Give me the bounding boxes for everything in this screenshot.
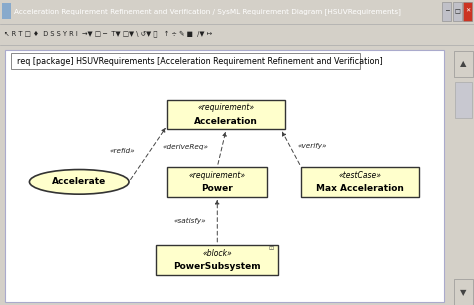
Text: «requirement»: «requirement»: [189, 171, 246, 180]
Bar: [167, 99, 285, 129]
Text: ✕: ✕: [465, 9, 470, 14]
Text: Accelerate: Accelerate: [52, 177, 106, 186]
Text: PowerSubsystem: PowerSubsystem: [173, 262, 261, 271]
Text: Acceleration Requirement Refinement and Verification / SysML Requirement Diagram: Acceleration Requirement Refinement and …: [14, 8, 401, 15]
Bar: [455, 82, 472, 118]
Text: Max Acceleration: Max Acceleration: [316, 184, 404, 193]
Text: ⊡: ⊡: [269, 246, 274, 251]
Text: «block»: «block»: [202, 249, 232, 257]
Bar: [442, 2, 451, 20]
Bar: [453, 2, 462, 20]
Bar: [156, 245, 278, 274]
Text: ▼: ▼: [460, 288, 466, 296]
Text: «deriveReq»: «deriveReq»: [163, 144, 209, 150]
Text: «refid»: «refid»: [109, 148, 135, 154]
Text: req [package] HSUVRequirements [Acceleration Requirement Refinement and Verifica: req [package] HSUVRequirements [Accelera…: [17, 56, 383, 66]
Ellipse shape: [29, 170, 129, 194]
Text: Acceleration: Acceleration: [194, 117, 258, 126]
Text: «verify»: «verify»: [298, 142, 327, 149]
Bar: [2, 3, 11, 20]
Text: ─: ─: [445, 9, 448, 14]
Text: «testCase»: «testCase»: [338, 171, 382, 180]
Text: □: □: [454, 9, 460, 14]
Text: «requirement»: «requirement»: [198, 103, 255, 112]
Text: «satisfy»: «satisfy»: [174, 218, 207, 224]
Bar: [11, 53, 360, 69]
Bar: [301, 167, 419, 197]
Text: ↖ R T □ ♦  D S S Y R I  →▼ □ ─  T▼ □▼ \ ↺▼ 🖼   ↑ ÷ ✎ ■  /▼ ↦: ↖ R T □ ♦ D S S Y R I →▼ □ ─ T▼ □▼ \ ↺▼ …: [4, 30, 212, 37]
Bar: [463, 2, 472, 20]
Bar: [167, 167, 267, 197]
Bar: [454, 279, 473, 305]
Text: Power: Power: [201, 184, 233, 193]
Text: ▲: ▲: [460, 59, 466, 68]
Bar: [454, 51, 473, 77]
